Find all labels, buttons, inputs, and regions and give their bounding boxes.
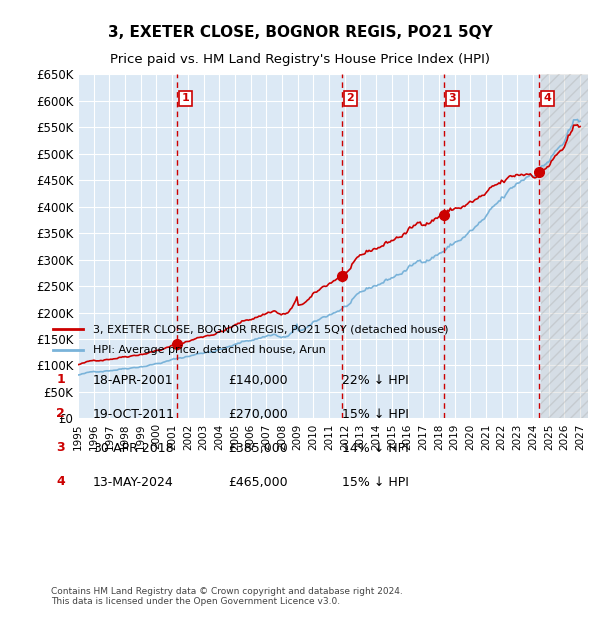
Text: 22% ↓ HPI: 22% ↓ HPI [342,374,409,387]
Text: 3, EXETER CLOSE, BOGNOR REGIS, PO21 5QY: 3, EXETER CLOSE, BOGNOR REGIS, PO21 5QY [107,25,493,40]
Text: 3: 3 [449,94,457,104]
Text: 19-OCT-2011: 19-OCT-2011 [93,409,175,421]
Text: 2: 2 [346,94,354,104]
Text: 2: 2 [56,407,65,420]
Text: 1: 1 [56,373,65,386]
Text: HPI: Average price, detached house, Arun: HPI: Average price, detached house, Arun [94,345,326,355]
Text: Contains HM Land Registry data © Crown copyright and database right 2024.
This d: Contains HM Land Registry data © Crown c… [51,587,403,606]
Text: 13-MAY-2024: 13-MAY-2024 [93,477,174,489]
Text: 3, EXETER CLOSE, BOGNOR REGIS, PO21 5QY (detached house): 3, EXETER CLOSE, BOGNOR REGIS, PO21 5QY … [94,324,449,334]
Text: £465,000: £465,000 [228,477,287,489]
Text: £385,000: £385,000 [228,443,288,455]
Text: £270,000: £270,000 [228,409,288,421]
Text: 15% ↓ HPI: 15% ↓ HPI [342,477,409,489]
Text: 15% ↓ HPI: 15% ↓ HPI [342,409,409,421]
Text: 4: 4 [56,476,65,488]
Text: 4: 4 [544,94,551,104]
Text: 14% ↓ HPI: 14% ↓ HPI [342,443,409,455]
Text: 3: 3 [56,441,65,454]
Text: 1: 1 [182,94,190,104]
Text: £140,000: £140,000 [228,374,287,387]
Text: 18-APR-2001: 18-APR-2001 [93,374,173,387]
Bar [541,74,588,418]
Text: 30-APR-2018: 30-APR-2018 [93,443,173,455]
Text: Price paid vs. HM Land Registry's House Price Index (HPI): Price paid vs. HM Land Registry's House … [110,53,490,66]
